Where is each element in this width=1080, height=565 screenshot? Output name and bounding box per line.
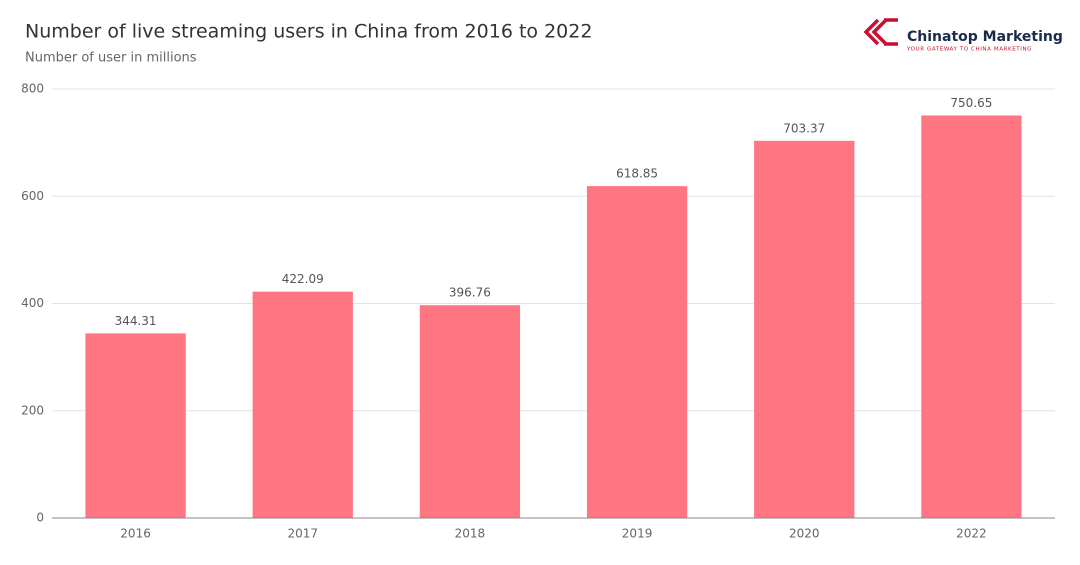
x-tick-label: 2022 — [956, 527, 987, 541]
bar — [85, 333, 186, 518]
chart-subtitle: Number of user in millions — [25, 51, 197, 66]
x-tick-label: 2016 — [120, 527, 151, 541]
logo-icon — [863, 18, 898, 46]
value-label: 344.31 — [115, 314, 157, 328]
logo-name: Chinatop Marketing — [907, 29, 1063, 45]
bar — [754, 140, 855, 518]
value-label: 422.09 — [282, 272, 324, 286]
y-tick-label: 800 — [21, 82, 44, 96]
value-label: 750.65 — [950, 96, 992, 110]
value-label: 396.76 — [449, 286, 491, 300]
logo-bar — [884, 18, 898, 46]
y-tick-label: 200 — [21, 403, 44, 417]
x-tick-label: 2018 — [455, 527, 486, 541]
x-tick-label: 2017 — [287, 527, 318, 541]
y-tick-label: 600 — [21, 189, 44, 203]
value-label: 618.85 — [616, 167, 658, 181]
logo-tagline: YOUR GATEWAY TO CHINA MARKETING — [906, 47, 1032, 53]
x-tick-label: 2020 — [789, 527, 820, 541]
logo-chevron — [863, 18, 880, 46]
y-tick-label: 0 — [36, 511, 44, 525]
x-tick-label: 2019 — [622, 527, 653, 541]
y-tick-label: 400 — [21, 296, 44, 310]
bar — [586, 186, 688, 518]
chart-title: Number of live streaming users in China … — [25, 21, 592, 43]
bar — [419, 305, 521, 518]
bar — [921, 115, 1022, 519]
bar — [252, 291, 353, 518]
logo-chevron — [871, 18, 888, 46]
value-label: 703.37 — [783, 121, 825, 135]
